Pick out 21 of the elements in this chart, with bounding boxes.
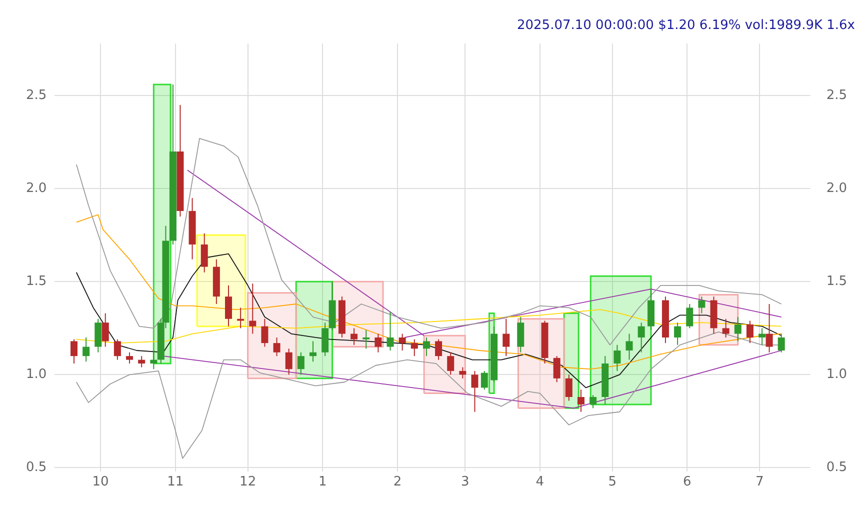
y-tick-label: 1.5 (26, 274, 47, 290)
x-tick-label: 12 (240, 474, 256, 490)
y-tick-label: 2.0 (26, 181, 47, 196)
y2-tick-label: 1.5 (826, 274, 848, 290)
y2-tick-label: 2.5 (826, 88, 848, 104)
y-tick-label: 2.5 (26, 88, 47, 104)
x-tick-label: 2 (393, 474, 402, 490)
y2-tick-label: 0.5 (826, 460, 848, 476)
x-tick-label: 4 (536, 474, 544, 490)
x-tick-label: 7 (755, 474, 764, 490)
y-tick-label: 0.5 (26, 460, 47, 476)
x-tick-label: 6 (683, 474, 692, 490)
x-tick-label: 3 (460, 474, 470, 490)
x-tick-label: 1 (318, 474, 327, 490)
x-tick-label: 10 (92, 474, 109, 490)
y2-tick-label: 2.0 (826, 181, 848, 196)
x-tick-label: 11 (167, 474, 184, 490)
chart-title: 2025.07.10 00:00:00 $1.20 6.19% vol:1989.9K 1.6x (516, 18, 856, 34)
y2-tick-label: 1.0 (826, 367, 848, 382)
x-tick-label: 5 (608, 474, 616, 490)
y-tick-label: 1.0 (26, 367, 47, 382)
